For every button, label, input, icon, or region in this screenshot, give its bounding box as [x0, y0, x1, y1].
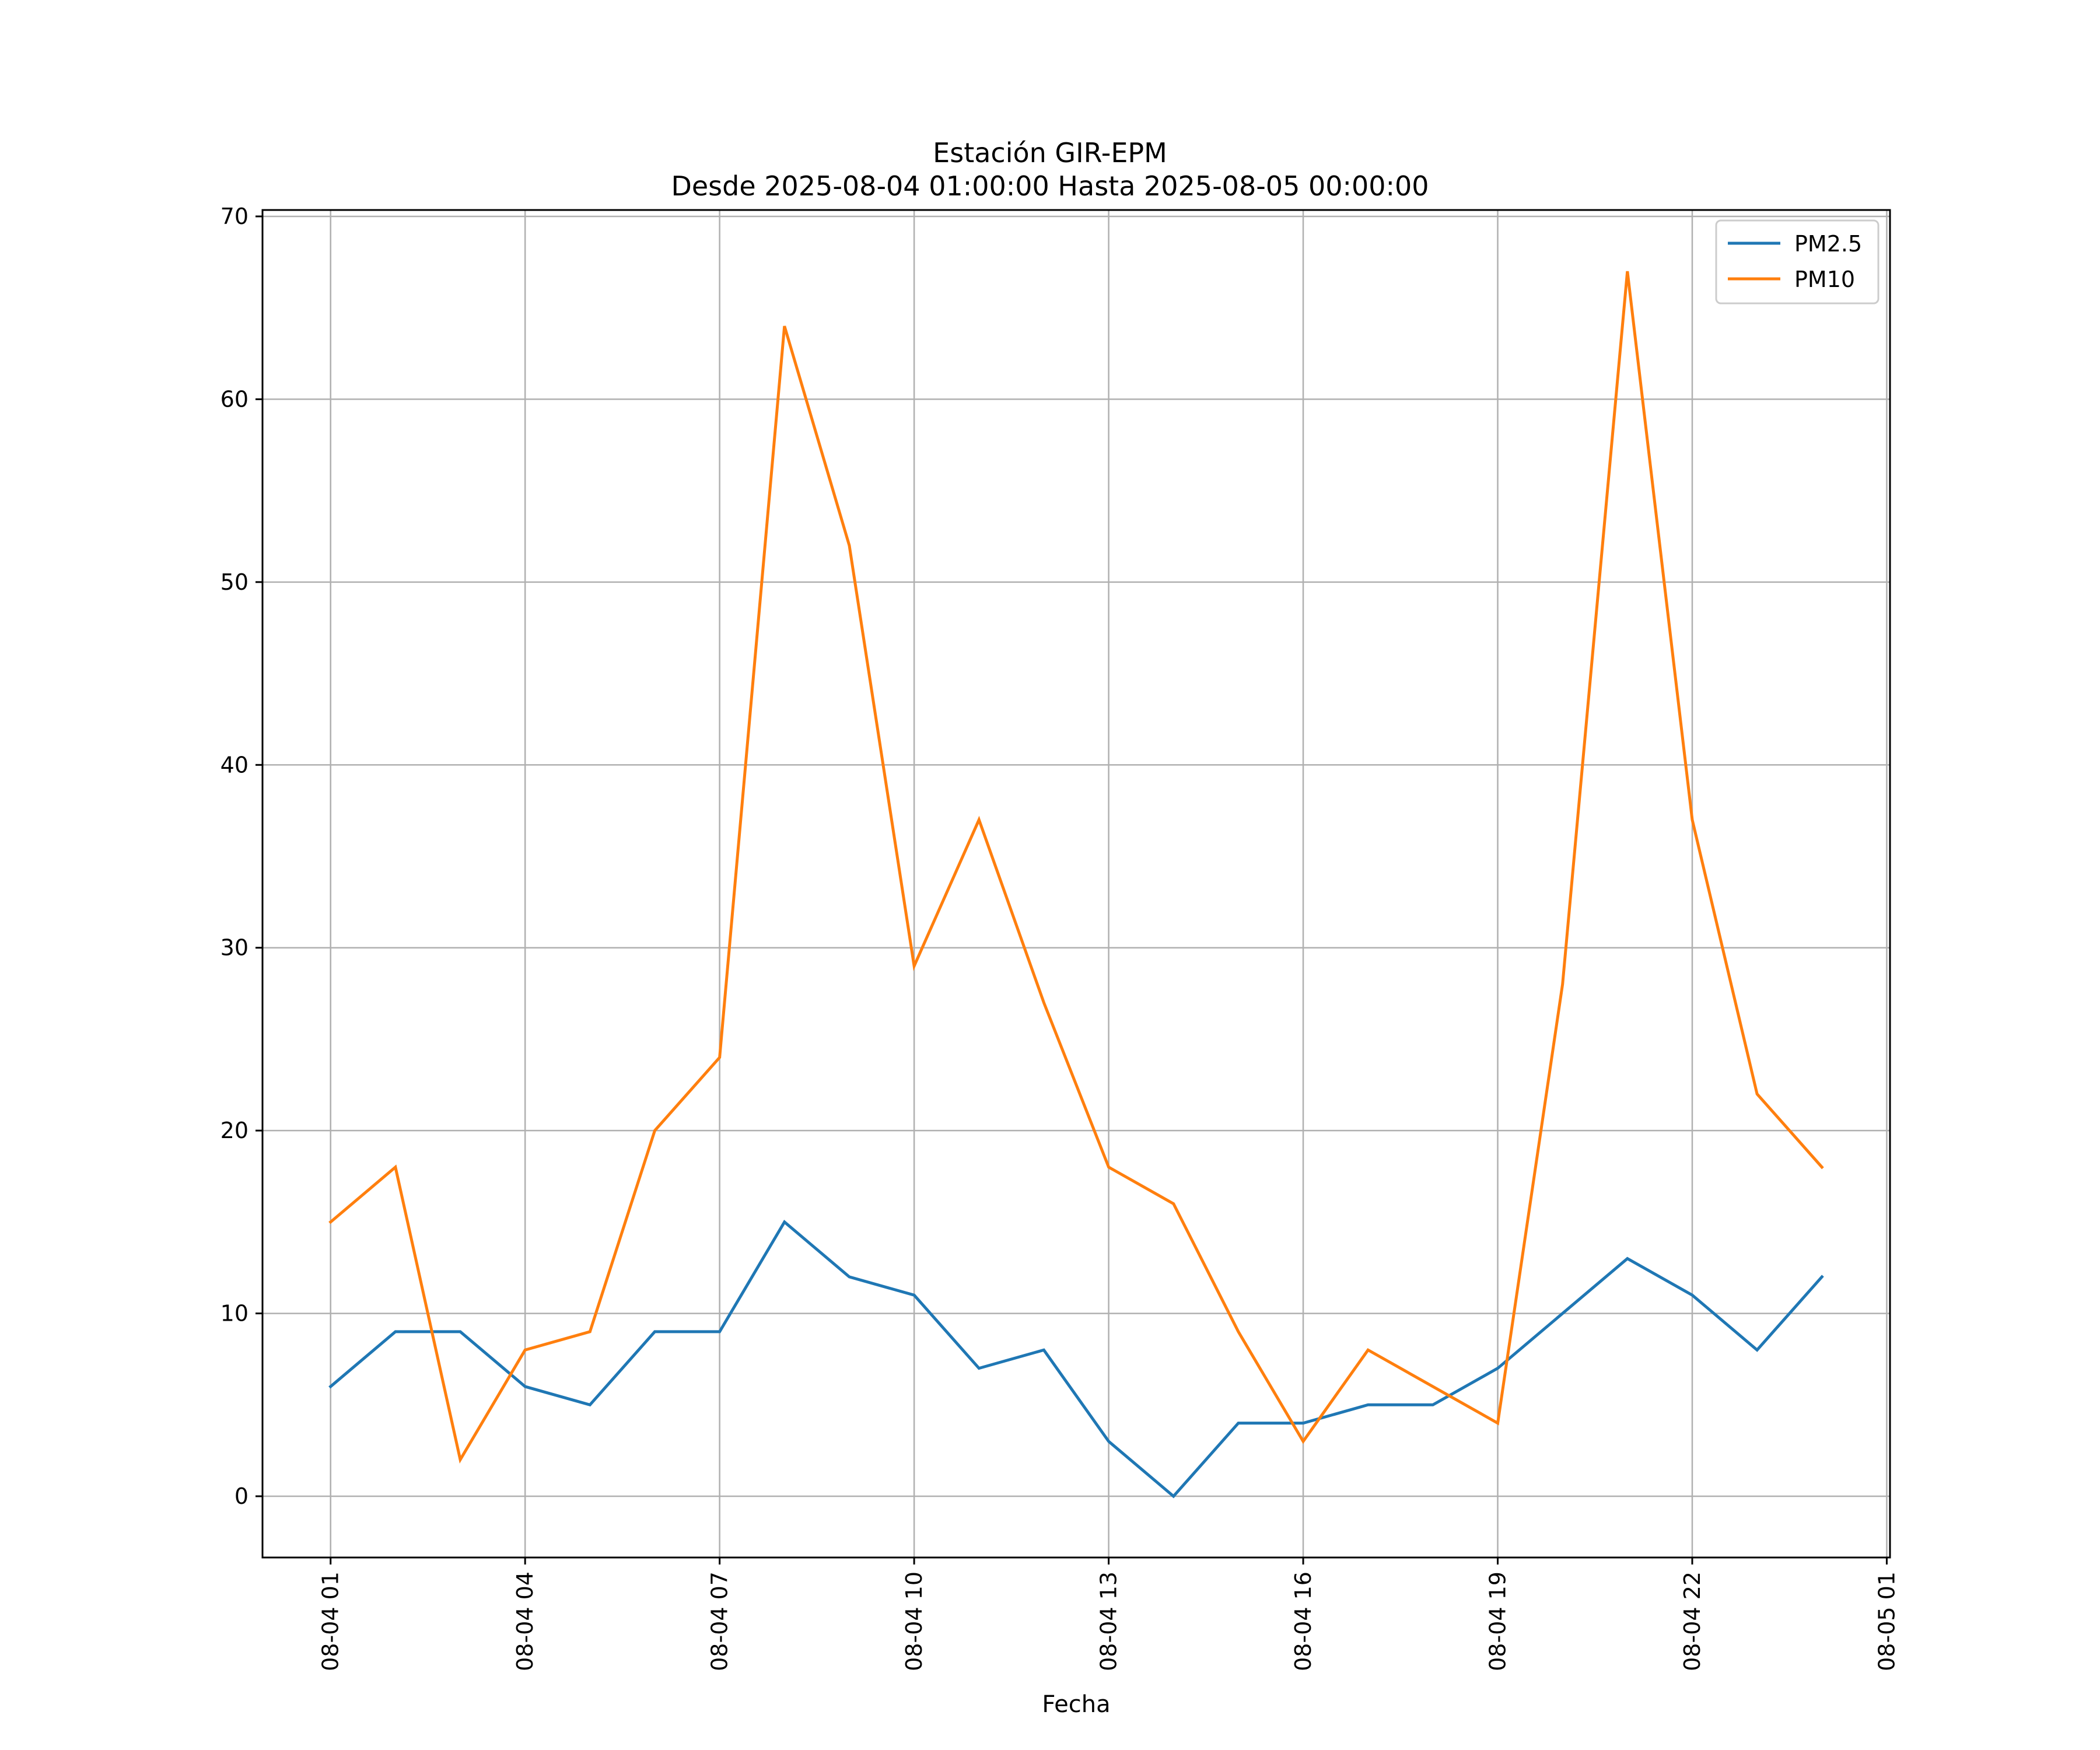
x-tick-label: 08-04 10: [901, 1572, 927, 1671]
legend-frame: [1715, 219, 1880, 304]
y-tick-label: 30: [220, 935, 249, 961]
x-tick-label: 08-04 16: [1290, 1572, 1316, 1671]
y-axis: 0 10 20 30 40 50 60 70: [220, 204, 262, 1509]
x-tick-label: 08-04 01: [318, 1572, 344, 1671]
x-tick-label: 08-04 19: [1485, 1572, 1511, 1671]
x-tick-label: 08-04 22: [1679, 1572, 1705, 1671]
y-tick-label: 60: [220, 386, 249, 412]
plot-frame: [261, 209, 1891, 1559]
y-tick-label: 70: [220, 204, 249, 229]
series-lines: [328, 271, 1824, 1499]
grid-lines: [262, 210, 1890, 1558]
y-tick-label: 10: [220, 1301, 249, 1326]
y-tick-label: 0: [235, 1483, 249, 1509]
chart-subtitle: Desde 2025-08-04 01:00:00 Hasta 2025-08-…: [671, 170, 1429, 202]
x-tick-label: 08-04 07: [707, 1572, 733, 1671]
series-line-pm10: [328, 271, 1824, 1464]
x-axis: 08-04 01 08-04 04 08-04 07 08-04 10 08-04 13…: [318, 1558, 1899, 1671]
x-tick-label: 08-04 04: [512, 1572, 538, 1671]
legend-label-pm25: PM2.5: [1794, 231, 1862, 257]
legend: PM2.5 PM10: [1715, 219, 1880, 304]
legend-label-pm10: PM10: [1794, 267, 1855, 292]
y-tick-label: 50: [220, 569, 249, 595]
y-tick-label: 20: [220, 1118, 249, 1143]
series-line-pm25: [328, 1220, 1824, 1499]
x-axis-label: Fecha: [1042, 1691, 1110, 1718]
x-tick-label: 08-04 13: [1096, 1572, 1122, 1671]
x-tick-label: 08-05 01: [1874, 1572, 1899, 1671]
y-tick-label: 40: [220, 752, 249, 778]
chart-title: Estación GIR-EPM: [933, 137, 1167, 169]
